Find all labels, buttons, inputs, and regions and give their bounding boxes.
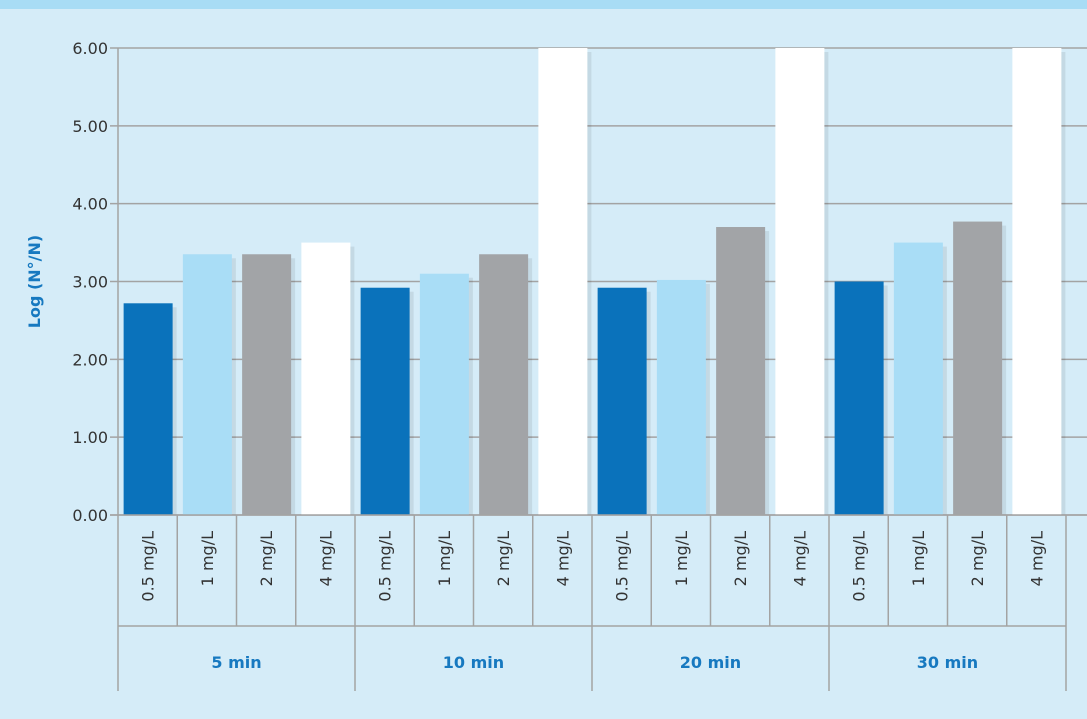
category-label: 1 mg/L [435,531,454,586]
y-tick-label: 1.00 [72,428,108,447]
group-label: 10 min [443,653,504,672]
category-label: 1 mg/L [198,531,217,586]
bar [242,254,292,515]
bar [360,287,410,515]
bar [656,279,706,515]
category-label: 4 mg/L [553,531,572,586]
bar [479,254,529,515]
bar [597,287,647,515]
category-label: 4 mg/L [316,531,335,586]
y-tick-label: 3.00 [72,273,108,292]
bar [182,254,232,515]
bar [1012,48,1062,515]
y-axis-title: Log (N°/N) [25,235,44,328]
y-tick-label: 2.00 [72,350,108,369]
category-label: 0.5 mg/L [850,531,869,602]
bar [893,242,943,516]
bar [301,242,351,516]
category-label: 0.5 mg/L [613,531,632,602]
bar [953,221,1003,515]
category-label: 2 mg/L [257,531,276,586]
category-label: 2 mg/L [731,531,750,586]
category-label: 2 mg/L [494,531,513,586]
bar [419,273,469,515]
bar [538,48,588,515]
category-label: 1 mg/L [909,531,928,586]
bar [834,281,884,515]
category-label: 0.5 mg/L [376,531,395,602]
y-tick-label: 6.00 [72,39,108,58]
category-label: 4 mg/L [1027,531,1046,586]
group-label: 5 min [211,653,261,672]
category-label: 2 mg/L [968,531,987,586]
group-label: 30 min [917,653,978,672]
bar-chart: 0.00 1.00 2.00 3.00 4.00 5.00 6.00 Log (N°/N) 0.… [25,39,1087,691]
category-label: 0.5 mg/L [139,531,158,602]
group-label: 20 min [680,653,741,672]
category-label: 1 mg/L [672,531,691,586]
y-tick-label: 5.00 [72,117,108,136]
y-tick-label: 0.00 [72,506,108,525]
category-label: 4 mg/L [790,531,809,586]
bar [775,48,825,515]
y-tick-label: 4.00 [72,195,108,214]
bar [716,227,766,515]
bar [123,303,173,515]
